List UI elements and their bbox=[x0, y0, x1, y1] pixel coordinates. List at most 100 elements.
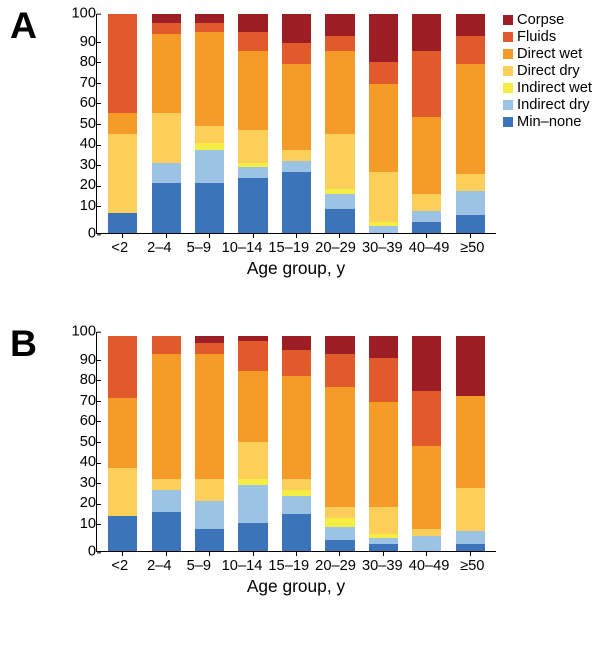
y-tick-label: 0 bbox=[88, 544, 96, 560]
bar-segment-direct_dry bbox=[238, 130, 267, 163]
bar-segment-indirect_dry bbox=[282, 161, 311, 172]
y-tick: 0 bbox=[72, 227, 96, 242]
x-tick-label: 20–29 bbox=[315, 558, 356, 574]
bar-segment-fluids bbox=[369, 62, 398, 84]
bar-segment-fluids bbox=[282, 350, 311, 376]
y-tick-label: 80 bbox=[80, 54, 96, 70]
y-tick-label: 70 bbox=[80, 75, 96, 91]
x-tickmark bbox=[209, 234, 210, 238]
stacked-bar bbox=[152, 14, 181, 233]
bar-segment-direct_wet bbox=[369, 402, 398, 507]
y-tick: 70 bbox=[72, 394, 96, 409]
bar-segment-direct_wet bbox=[282, 376, 311, 479]
bar-segment-fluids bbox=[108, 14, 137, 113]
y-tick-label: 80 bbox=[80, 372, 96, 388]
panel-a-plot bbox=[96, 14, 496, 234]
panel-b-y-axis: % Exposure risk 1009080706050403020100 bbox=[64, 332, 96, 554]
bar-segment-direct_dry bbox=[456, 174, 485, 192]
panel-b-x-axis-label: Age group, y bbox=[96, 576, 496, 597]
bar-segment-min_none bbox=[238, 523, 267, 551]
x-tick-label: 15–19 bbox=[268, 240, 309, 256]
bar-segment-direct_wet bbox=[238, 371, 267, 441]
x-tickmark bbox=[383, 234, 384, 238]
bar-group bbox=[191, 14, 228, 233]
bar-segment-direct_dry bbox=[238, 442, 267, 479]
y-tick-label: 40 bbox=[80, 136, 96, 152]
y-tickmark bbox=[97, 552, 101, 553]
bar-segment-indirect_dry bbox=[412, 211, 441, 222]
stacked-bar bbox=[369, 332, 398, 551]
bar-segment-min_none bbox=[238, 178, 267, 233]
stacked-bar bbox=[238, 14, 267, 233]
y-tick: 60 bbox=[72, 96, 96, 111]
bar-segment-fluids bbox=[152, 336, 181, 354]
y-tick-label: 30 bbox=[80, 475, 96, 491]
bar-segment-direct_dry bbox=[412, 194, 441, 212]
bar-group bbox=[278, 332, 315, 551]
bar-segment-direct_wet bbox=[108, 113, 137, 135]
x-tickmark bbox=[253, 234, 254, 238]
bar-segment-indirect_dry bbox=[238, 485, 267, 522]
bar-segment-min_none bbox=[195, 183, 224, 233]
y-tick: 40 bbox=[72, 137, 96, 152]
bar-segment-direct_wet bbox=[238, 51, 267, 130]
x-tickmark bbox=[166, 552, 167, 556]
bar-segment-direct_dry bbox=[369, 172, 398, 222]
bar-segment-direct_dry bbox=[456, 488, 485, 532]
x-tick-label: 40–49 bbox=[409, 558, 450, 574]
bar-segment-direct_wet bbox=[195, 354, 224, 479]
bar-segment-fluids bbox=[195, 343, 224, 354]
bar-segment-indirect_wet bbox=[325, 518, 354, 527]
bar-segment-direct_dry bbox=[369, 507, 398, 533]
panel-a-label: A bbox=[10, 4, 37, 47]
y-tick: 40 bbox=[72, 455, 96, 470]
y-tick-label: 90 bbox=[80, 34, 96, 50]
bar-segment-indirect_dry bbox=[152, 490, 181, 512]
y-tick-label: 50 bbox=[80, 434, 96, 450]
bar-segment-direct_wet bbox=[369, 84, 398, 172]
bar-segment-fluids bbox=[238, 32, 267, 52]
y-tick-label: 70 bbox=[80, 393, 96, 409]
stacked-bar bbox=[369, 14, 398, 233]
bar-segment-indirect_dry bbox=[412, 536, 441, 551]
y-tick-label: 90 bbox=[80, 352, 96, 368]
bar-segment-direct_dry bbox=[325, 134, 354, 189]
bar-group bbox=[278, 14, 315, 233]
y-tick-label: 20 bbox=[80, 177, 96, 193]
x-tickmark bbox=[253, 552, 254, 556]
bar-segment-direct_wet bbox=[152, 34, 181, 113]
bar-segment-min_none bbox=[108, 213, 137, 233]
bar-segment-corpse bbox=[369, 14, 398, 62]
stacked-bar bbox=[195, 332, 224, 551]
bar-segment-direct_dry bbox=[195, 126, 224, 144]
bar-group bbox=[234, 332, 271, 551]
bar-segment-direct_dry bbox=[108, 134, 137, 213]
x-tick-label: ≥50 bbox=[455, 240, 489, 256]
panel-b-chart: % Exposure risk 1009080706050403020100 bbox=[64, 326, 496, 554]
bar-segment-indirect_dry bbox=[456, 531, 485, 544]
bar-segment-fluids bbox=[456, 36, 485, 64]
bar-segment-min_none bbox=[412, 222, 441, 233]
panel-b-x-labels: <22–45–910–1415–1920–2930–3940–49≥50 bbox=[96, 558, 496, 574]
bar-segment-fluids bbox=[325, 36, 354, 51]
y-tick-label: 60 bbox=[80, 413, 96, 429]
y-tick: 100 bbox=[72, 7, 96, 22]
bar-segment-min_none bbox=[152, 183, 181, 233]
panel-b-label: B bbox=[10, 322, 37, 365]
x-tick-label: 5–9 bbox=[182, 240, 216, 256]
x-tick-label: ≥50 bbox=[455, 558, 489, 574]
y-tick: 80 bbox=[72, 55, 96, 70]
bar-segment-indirect_dry bbox=[456, 191, 485, 215]
bar-segment-min_none bbox=[152, 512, 181, 551]
y-tick-label: 0 bbox=[88, 226, 96, 242]
x-tickmark bbox=[296, 234, 297, 238]
y-tick: 20 bbox=[72, 496, 96, 511]
bar-group bbox=[321, 332, 358, 551]
x-tick-label: <2 bbox=[103, 240, 137, 256]
x-tickmark bbox=[122, 234, 123, 238]
bar-group bbox=[408, 332, 445, 551]
y-tick: 30 bbox=[72, 476, 96, 491]
bar-segment-min_none bbox=[456, 215, 485, 233]
y-tick: 60 bbox=[72, 414, 96, 429]
bar-segment-direct_wet bbox=[325, 387, 354, 507]
